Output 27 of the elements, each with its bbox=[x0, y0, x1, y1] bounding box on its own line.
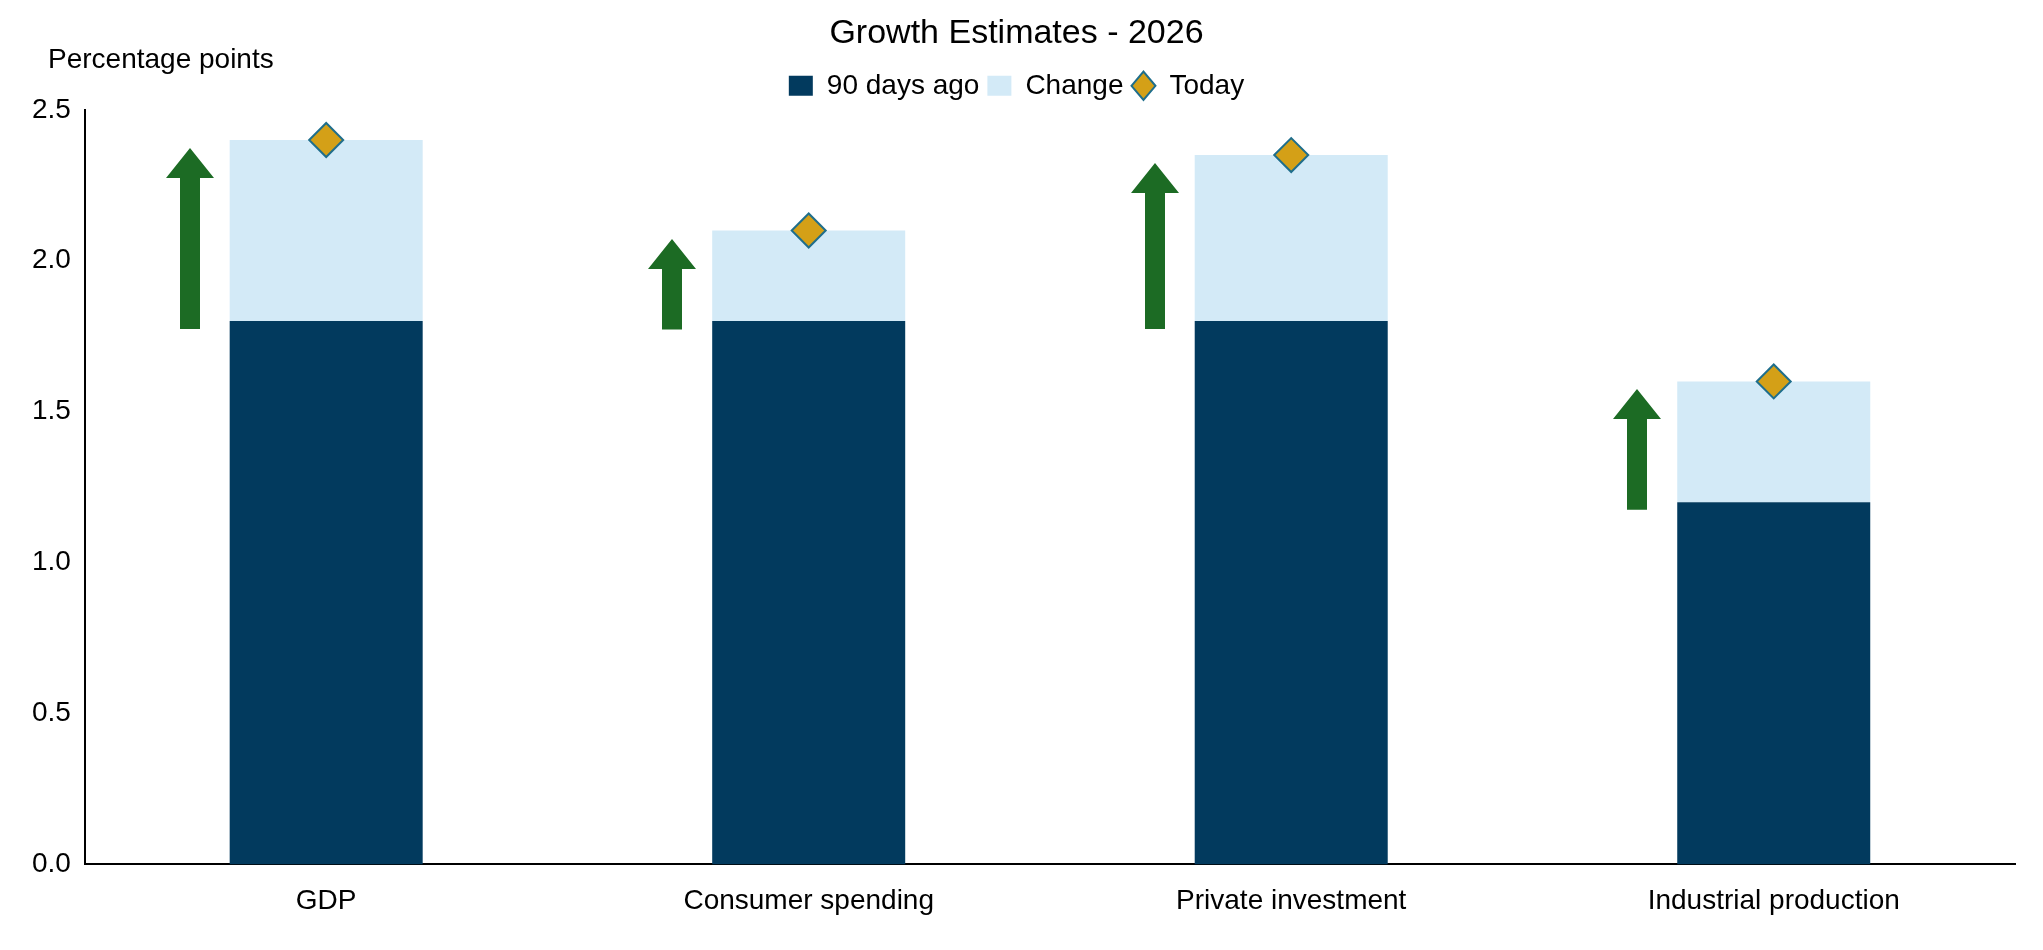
y-axis-title: Percentage points bbox=[48, 42, 274, 74]
y-tick-label: 2.0 bbox=[31, 243, 71, 275]
y-tick-label: 2.5 bbox=[31, 92, 71, 124]
legend-label: Change bbox=[1025, 68, 1124, 100]
chart-title: Growth Estimates - 2026 bbox=[829, 11, 1204, 50]
x-tick-label: Industrial production bbox=[1647, 883, 1900, 915]
bar bbox=[1677, 502, 1871, 865]
point bbox=[1273, 137, 1310, 174]
y-tick-label: 1.5 bbox=[31, 394, 71, 426]
bar bbox=[712, 230, 906, 322]
point bbox=[790, 212, 827, 249]
bar bbox=[229, 139, 423, 322]
bar bbox=[712, 321, 906, 865]
point bbox=[308, 121, 345, 158]
bar bbox=[1677, 381, 1871, 503]
x-tick-label: GDP bbox=[295, 883, 357, 915]
bar bbox=[1194, 155, 1388, 322]
bar bbox=[229, 321, 423, 865]
bar bbox=[1194, 321, 1388, 865]
y-tick-label: 1.0 bbox=[31, 545, 71, 577]
x-tick-label: Consumer spending bbox=[683, 883, 934, 915]
legend-label: 90 days ago bbox=[826, 68, 980, 100]
y-tick-label: 0.0 bbox=[31, 847, 71, 879]
y-tick-label: 0.5 bbox=[31, 696, 71, 728]
point bbox=[1755, 363, 1792, 400]
x-tick-label: Private investment bbox=[1176, 883, 1407, 915]
legend-label: Today bbox=[1169, 68, 1245, 100]
